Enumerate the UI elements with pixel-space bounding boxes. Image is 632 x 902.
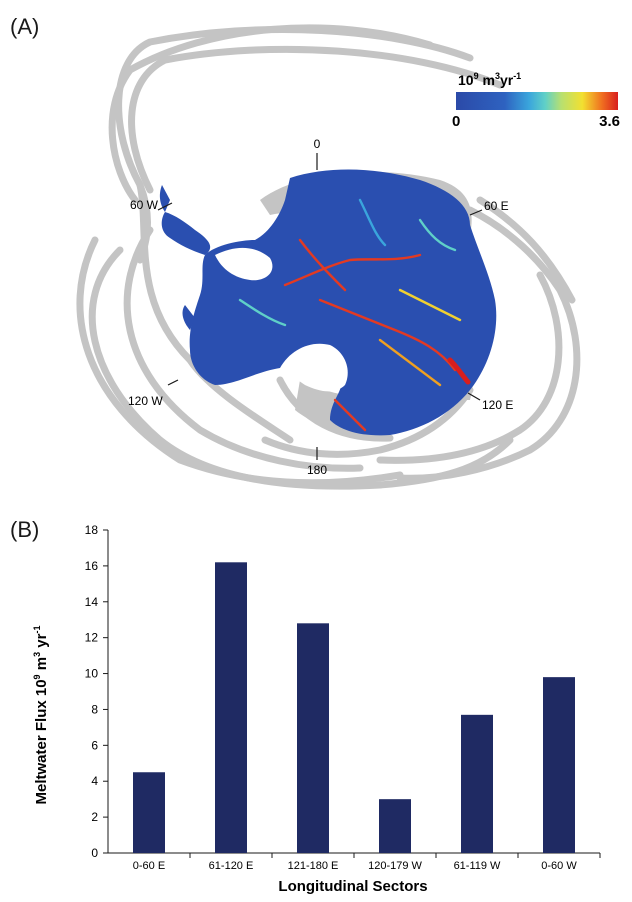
colorbar-gradient [456,92,618,110]
x-tick-label: 0-60 E [133,860,165,872]
x-tick-label: 61-120 E [209,860,254,872]
antarctica-map: 0 60 E 120 E 180 120 W 60 W 109 m3yr-1 0… [0,0,632,500]
x-tick-label: 61-119 W [454,860,501,872]
lon-label-60e: 60 E [484,199,509,213]
colorbar-min: 0 [452,113,460,130]
chart-bars [133,562,575,853]
y-tick-label: 10 [85,667,99,681]
bar [543,677,575,853]
y-tick-label: 8 [91,702,98,716]
y-tick-label: 2 [91,810,98,824]
lon-label-60w: 60 W [130,198,159,212]
panel-b-label: (B) [10,517,39,543]
bar [297,623,329,853]
y-tick-label: 18 [85,523,99,537]
lon-label-0: 0 [314,137,321,151]
bar [133,772,165,853]
colorbar-max: 3.6 [599,113,620,130]
chart-axes [108,530,600,853]
x-tick-label: 121-180 E [288,860,339,872]
bar-chart: 0 2 4 6 8 10 12 14 16 18 0-60 E 61-120 E 121-180 E 12… [0,505,632,897]
bar [379,799,411,853]
y-tick-label: 16 [85,559,99,573]
lon-label-120e: 120 E [482,398,513,412]
x-tick-label: 0-60 W [541,860,577,872]
y-axis-label: Meltwater Flux 109 m3 yr-1 [32,626,50,805]
lon-label-120w: 120 W [128,394,163,408]
colorbar-unit: 109 m3yr-1 [458,71,521,88]
y-tick-label: 0 [91,846,98,860]
x-tick-label: 120-179 W [368,860,422,872]
bar [215,562,247,853]
map-panel: (A) [0,0,632,500]
y-tick-label: 6 [91,738,98,752]
y-tick-label: 4 [91,774,98,788]
chart-panel: (B) 0 2 4 6 8 10 12 14 16 18 0-60 E 61-120 E 121-180… [0,505,632,897]
y-tick-label: 14 [85,595,99,609]
y-tick-label: 12 [85,631,99,645]
bar [461,715,493,853]
colorbar: 109 m3yr-1 0 3.6 [452,71,620,130]
x-axis-label: Longitudinal Sectors [278,878,427,895]
lon-label-180: 180 [307,463,327,477]
panel-a-label: (A) [10,14,39,40]
